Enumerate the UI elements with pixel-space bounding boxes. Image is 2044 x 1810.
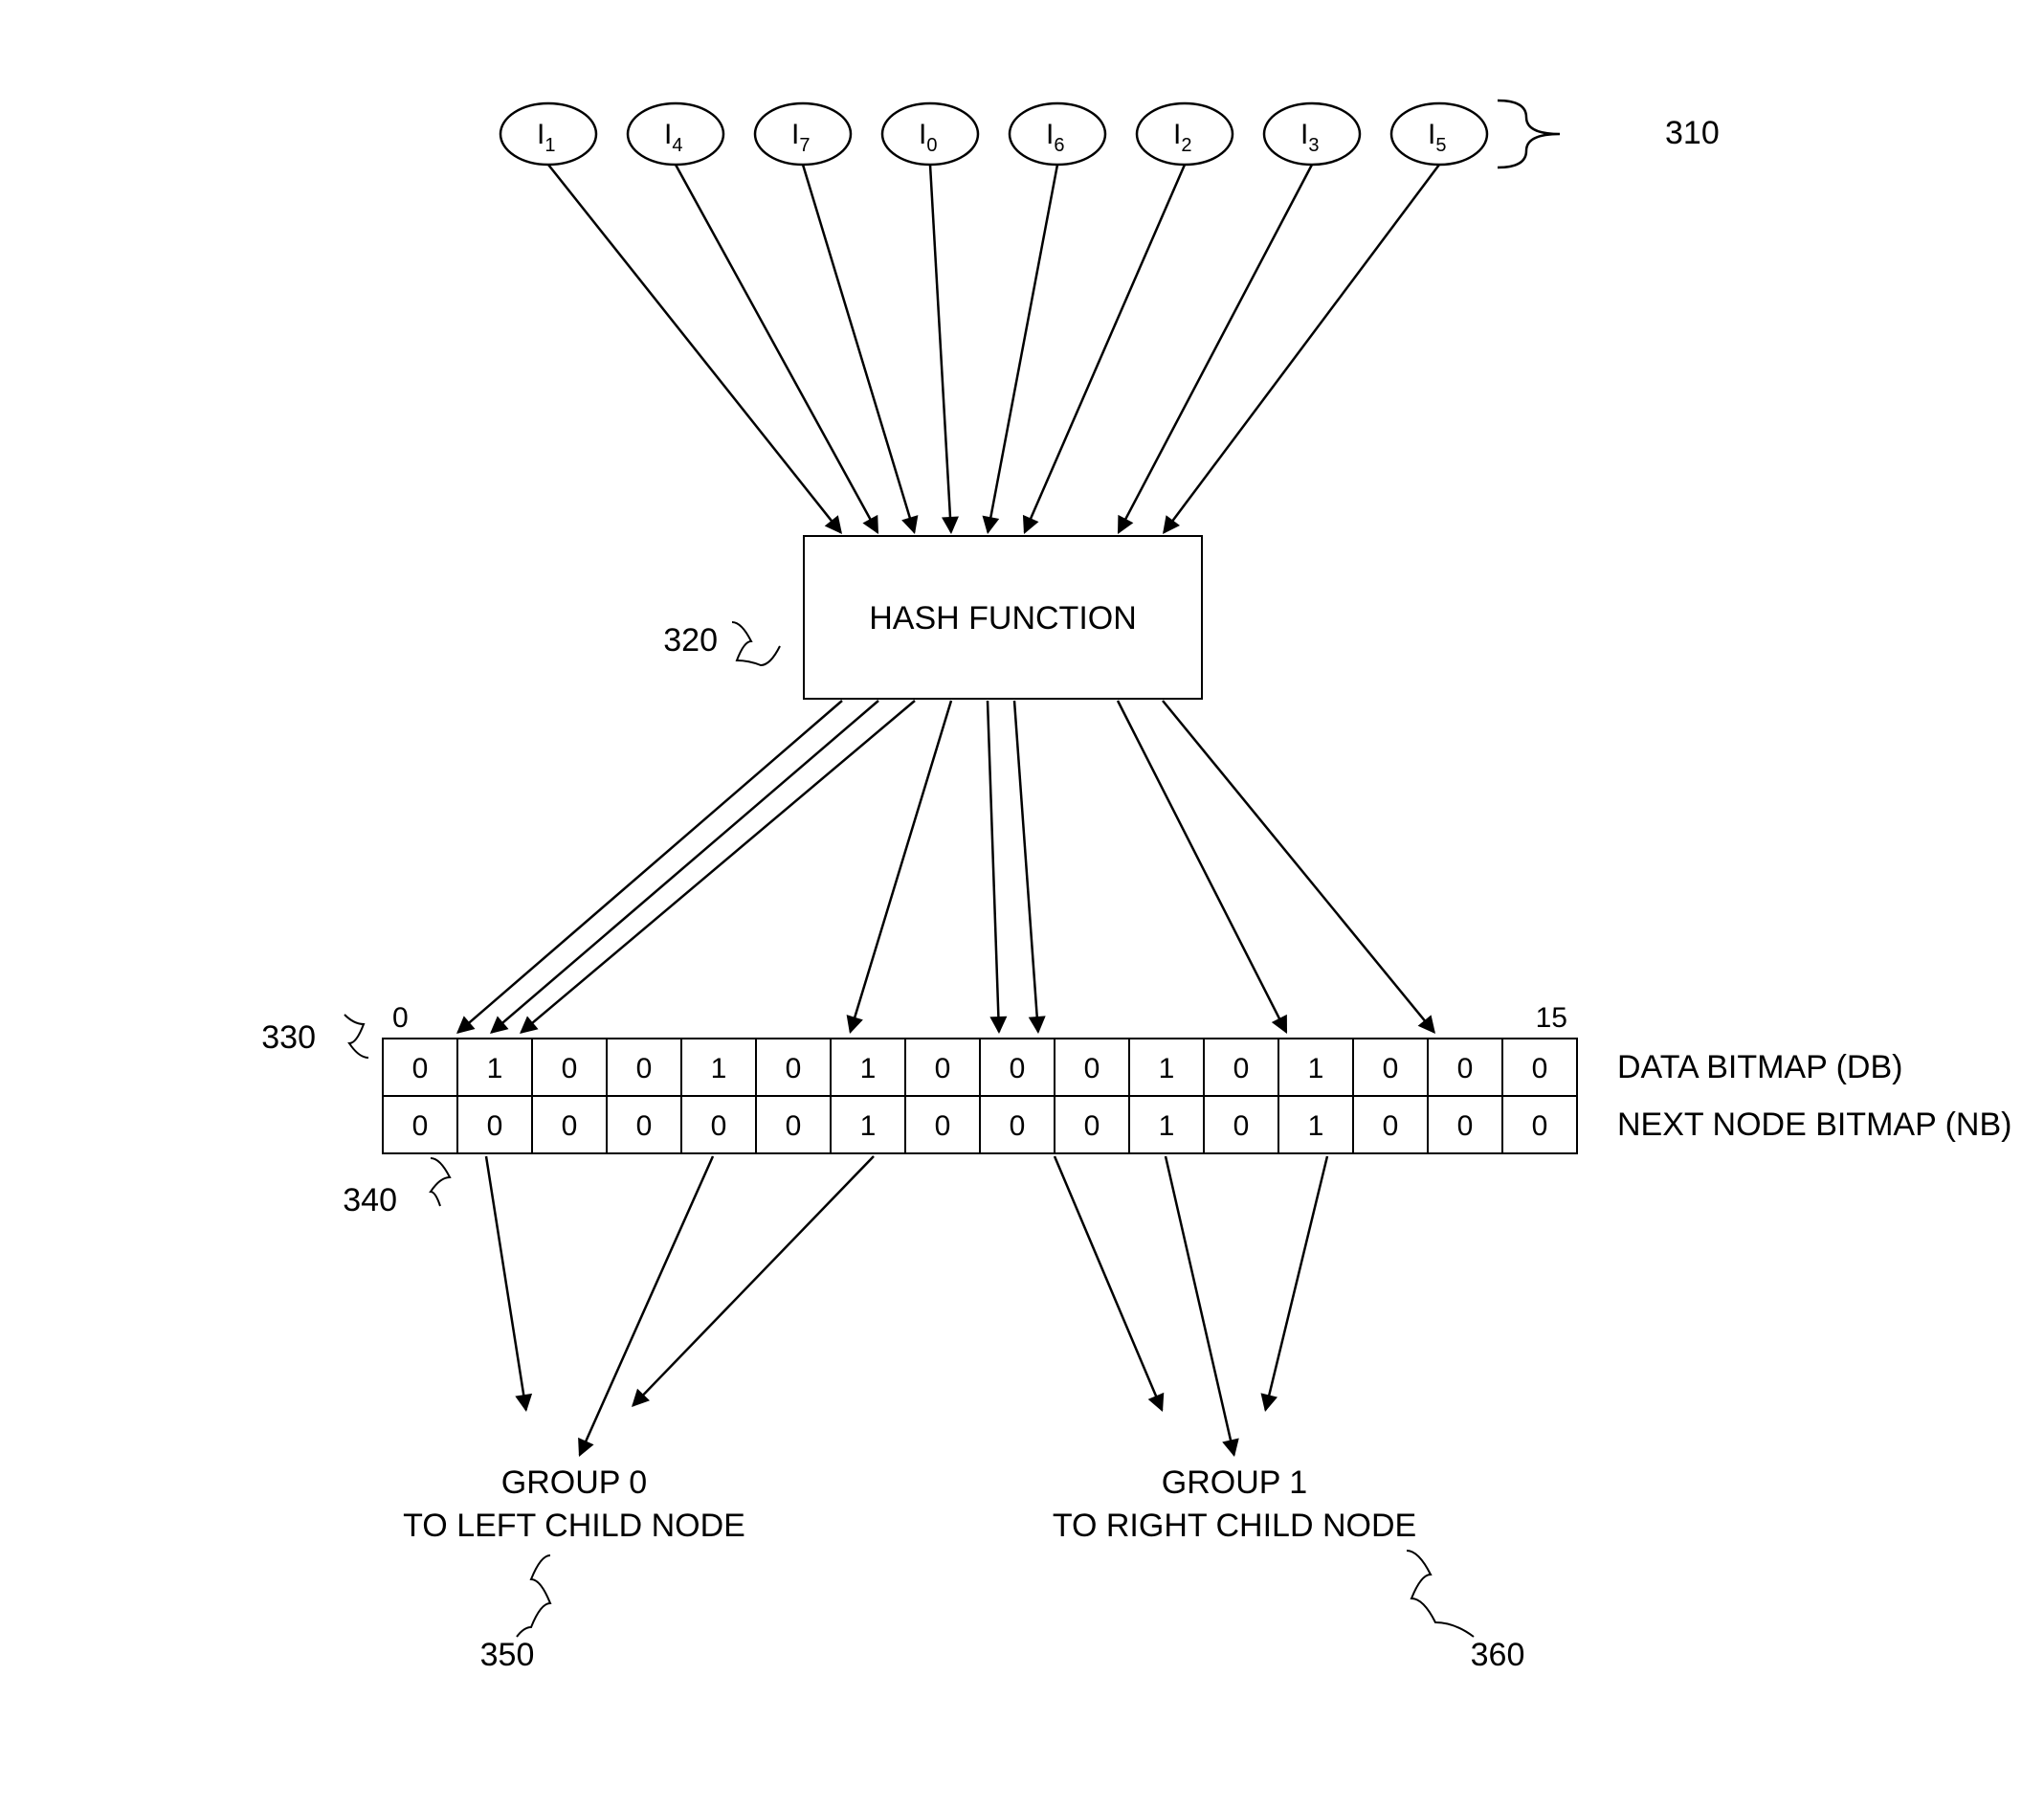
bitmap-value: 0 xyxy=(786,1110,802,1142)
bitmap-value: 0 xyxy=(935,1053,951,1084)
bitmap-value: 0 xyxy=(562,1110,578,1142)
bitmap-row-label: NEXT NODE BITMAP (NB) xyxy=(1617,1106,2011,1143)
group-1-subtitle: TO RIGHT CHILD NODE xyxy=(1053,1508,1416,1544)
bitmap-value: 0 xyxy=(1084,1053,1100,1084)
bitmap-value: 0 xyxy=(1457,1110,1474,1142)
bitmap-index-left: 0 xyxy=(392,1002,409,1034)
bitmap-value: 0 xyxy=(1457,1053,1474,1084)
bitmap-value: 1 xyxy=(1308,1110,1324,1142)
ref-310: 310 xyxy=(1665,115,1720,151)
bitmap-value: 0 xyxy=(1010,1053,1026,1084)
bitmap-value: 1 xyxy=(860,1110,877,1142)
bitmap-index-right: 15 xyxy=(1536,1002,1567,1034)
bitmap-value: 0 xyxy=(786,1053,802,1084)
group-1-title: GROUP 1 xyxy=(1162,1464,1307,1501)
bitmap-value: 0 xyxy=(711,1110,727,1142)
ref-330: 330 xyxy=(261,1019,316,1056)
bitmap-value: 0 xyxy=(935,1110,951,1142)
ref-320: 320 xyxy=(663,622,718,659)
bitmap-value: 1 xyxy=(711,1053,727,1084)
bitmap-value: 0 xyxy=(1233,1110,1250,1142)
bitmap-value: 0 xyxy=(636,1053,653,1084)
bitmap-value: 0 xyxy=(1010,1110,1026,1142)
bitmap-value: 0 xyxy=(1532,1110,1548,1142)
bitmap-value: 0 xyxy=(636,1110,653,1142)
bitmap-value: 1 xyxy=(860,1053,877,1084)
bitmap-value: 0 xyxy=(1233,1053,1250,1084)
ref-360: 360 xyxy=(1471,1637,1525,1673)
group-0-subtitle: TO LEFT CHILD NODE xyxy=(403,1508,745,1544)
bitmap-value: 0 xyxy=(412,1053,429,1084)
bitmap-value: 0 xyxy=(1383,1053,1399,1084)
bitmap-value: 0 xyxy=(487,1110,503,1142)
bitmap-value: 0 xyxy=(1383,1110,1399,1142)
bitmap-value: 0 xyxy=(412,1110,429,1142)
group-0-title: GROUP 0 xyxy=(501,1464,647,1501)
hash-function-label: HASH FUNCTION xyxy=(869,600,1137,637)
bitmap-value: 0 xyxy=(562,1053,578,1084)
bitmap-row-label: DATA BITMAP (DB) xyxy=(1617,1049,1902,1085)
bitmap-value: 1 xyxy=(1159,1053,1175,1084)
ref-340: 340 xyxy=(343,1182,397,1218)
bitmap-value: 0 xyxy=(1532,1053,1548,1084)
bitmap-value: 1 xyxy=(487,1053,503,1084)
bitmap-value: 0 xyxy=(1084,1110,1100,1142)
inputs-brace xyxy=(1498,101,1560,168)
bitmap-value: 1 xyxy=(1159,1110,1175,1142)
bitmap-value: 1 xyxy=(1308,1053,1324,1084)
ref-350: 350 xyxy=(480,1637,535,1673)
